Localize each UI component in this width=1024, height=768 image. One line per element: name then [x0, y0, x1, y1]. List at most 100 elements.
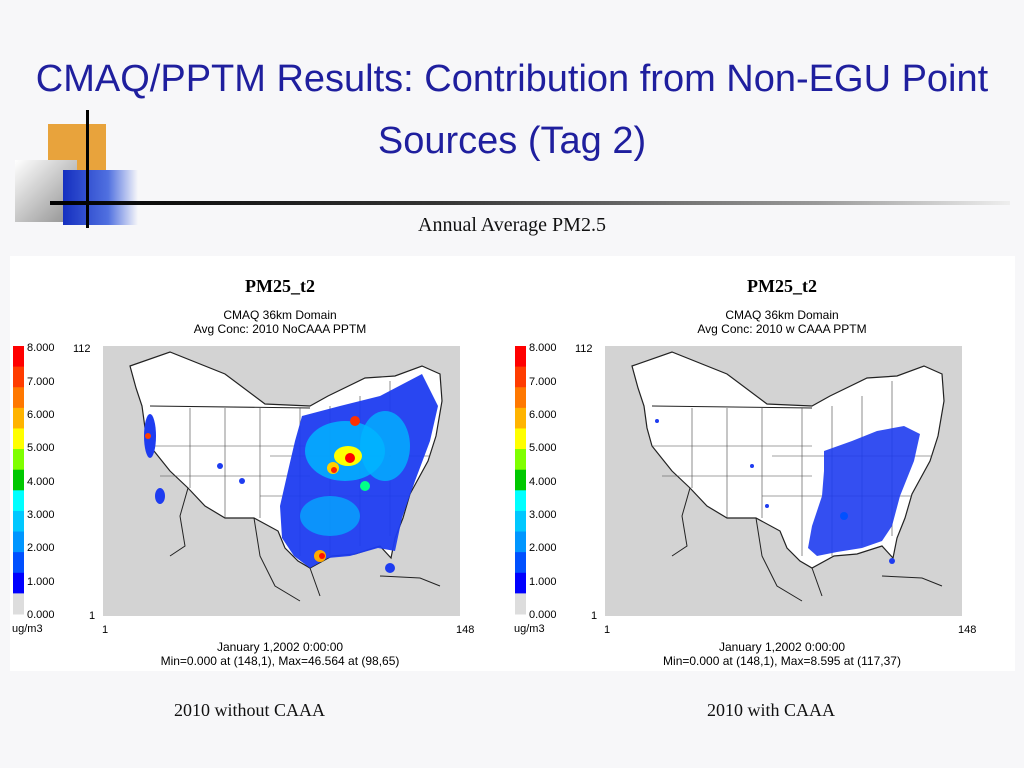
plume-hotspot [319, 553, 325, 559]
plume-region [808, 426, 920, 556]
colorbar-label: 4.000 [529, 476, 557, 488]
map-panel-left: PM25_t2 CMAQ 36km Domain Avg Conc: 2010 … [12, 276, 474, 668]
canada-line [651, 405, 813, 409]
colorbar-label: 6.000 [27, 409, 55, 421]
map-date: January 1,2002 0:00:00 [719, 640, 845, 654]
maps-panel: PM25_t2 CMAQ 36km Domain Avg Conc: 2010 … [10, 256, 1015, 671]
colorbar: 8.000 7.000 6.000 5.000 4.000 3.000 2.00… [12, 342, 55, 635]
plume-spot [239, 478, 245, 484]
colorbar-swatch [515, 510, 526, 533]
colorbar-label: 3.000 [529, 509, 557, 521]
colorbar-unit: ug/m3 [12, 623, 43, 635]
plume-hotspot [345, 453, 355, 463]
colorbar-label: 2.000 [529, 542, 557, 554]
plume-mid [360, 481, 370, 491]
colorbar-label: 7.000 [27, 376, 55, 388]
colorbar-label: 5.000 [27, 442, 55, 454]
slide-title: CMAQ/PPTM Results: Contribution from Non… [0, 48, 1024, 172]
colorbar-swatch [13, 346, 24, 368]
colorbar-label: 8.000 [27, 342, 55, 354]
colorbar-label: 0.000 [529, 609, 557, 621]
map-panel-right: PM25_t2 CMAQ 36km Domain Avg Conc: 2010 … [514, 276, 976, 668]
map-area [605, 346, 962, 616]
axis-x-left: 1 [102, 624, 108, 636]
axis-x-right: 148 [456, 624, 474, 636]
plume-mid [360, 411, 410, 481]
colorbar-swatch [13, 366, 24, 388]
colorbar-swatch [13, 552, 24, 574]
plume-spot [750, 464, 754, 468]
colorbar-label: 5.000 [529, 442, 557, 454]
colorbar-label: 6.000 [529, 409, 557, 421]
mexico-coast [169, 487, 321, 602]
colorbar-label: 0.000 [27, 609, 55, 621]
map-avg-conc: Avg Conc: 2010 w CAAA PPTM [697, 322, 866, 336]
colorbar-swatch [515, 593, 526, 615]
axis-y-top: 112 [575, 343, 593, 355]
colorbar-swatch [515, 490, 526, 512]
colorbar-label: 2.000 [27, 542, 55, 554]
map-date: January 1,2002 0:00:00 [217, 640, 343, 654]
colorbar-label: 7.000 [529, 376, 557, 388]
colorbar-swatch [13, 490, 24, 512]
plume-hotspot [350, 416, 360, 426]
deco-vertical-line [86, 110, 89, 228]
colorbar-swatch [13, 407, 24, 429]
colorbar-swatch [13, 593, 24, 615]
plume-hotspot [145, 433, 151, 439]
plume-spot [385, 563, 395, 573]
colorbar-label: 8.000 [529, 342, 557, 354]
colorbar-swatch [515, 387, 526, 409]
colorbar-unit: ug/m3 [514, 623, 545, 635]
colorbar-label: 4.000 [27, 476, 55, 488]
title-line-1: CMAQ/PPTM Results: Contribution from Non… [35, 58, 989, 100]
axis-x-right: 148 [958, 624, 976, 636]
caption-right: 2010 with CAAA [707, 700, 836, 720]
mexico-coast [671, 487, 823, 602]
colorbar-swatch [515, 572, 526, 594]
deco-horizontal-line [50, 201, 1010, 205]
plume-hotspot [331, 467, 337, 473]
axis-x-left: 1 [604, 624, 610, 636]
plume-spot [840, 512, 848, 520]
colorbar-swatch [515, 531, 526, 553]
colorbar-swatch [515, 366, 526, 388]
canada-line [149, 405, 311, 409]
colorbar-swatch [13, 428, 24, 450]
map-title: PM25_t2 [245, 276, 315, 296]
plume-mid [300, 496, 360, 536]
plume-spot [155, 488, 165, 504]
colorbar-swatch [515, 449, 526, 471]
deco-blue-square [63, 170, 138, 225]
plume-spot [765, 504, 769, 508]
colorbar-swatch [13, 531, 24, 553]
title-line-2: Sources (Tag 2) [377, 120, 647, 162]
pollution-plume [144, 374, 438, 573]
slide-subtitle: Annual Average PM2.5 [418, 214, 606, 236]
caption-left: 2010 without CAAA [174, 700, 326, 720]
colorbar-label: 1.000 [529, 576, 557, 588]
colorbar-swatch [13, 469, 24, 491]
map-domain: CMAQ 36km Domain [725, 308, 838, 322]
colorbar-swatch [13, 572, 24, 594]
colorbar-swatches [13, 346, 24, 615]
colorbar-swatch [13, 510, 24, 533]
map-title: PM25_t2 [747, 276, 817, 296]
colorbar-swatch [515, 346, 526, 368]
colorbar-swatch [515, 552, 526, 574]
plume-spot [655, 419, 659, 423]
map-area [103, 346, 460, 616]
axis-y-bottom: 1 [591, 610, 597, 622]
colorbar-label: 3.000 [27, 509, 55, 521]
axis-y-top: 112 [73, 343, 91, 355]
axis-y-bottom: 1 [89, 610, 95, 622]
colorbar-swatches [515, 346, 526, 615]
colorbar: 8.000 7.000 6.000 5.000 4.000 3.000 2.00… [514, 342, 557, 635]
map-minmax: Min=0.000 at (148,1), Max=8.595 at (117,… [663, 654, 901, 668]
pollution-plume [655, 419, 920, 564]
colorbar-swatch [515, 428, 526, 450]
map-minmax: Min=0.000 at (148,1), Max=46.564 at (98,… [161, 654, 400, 668]
colorbar-swatch [13, 387, 24, 409]
map-avg-conc: Avg Conc: 2010 NoCAAA PPTM [194, 322, 367, 336]
colorbar-swatch [515, 469, 526, 491]
